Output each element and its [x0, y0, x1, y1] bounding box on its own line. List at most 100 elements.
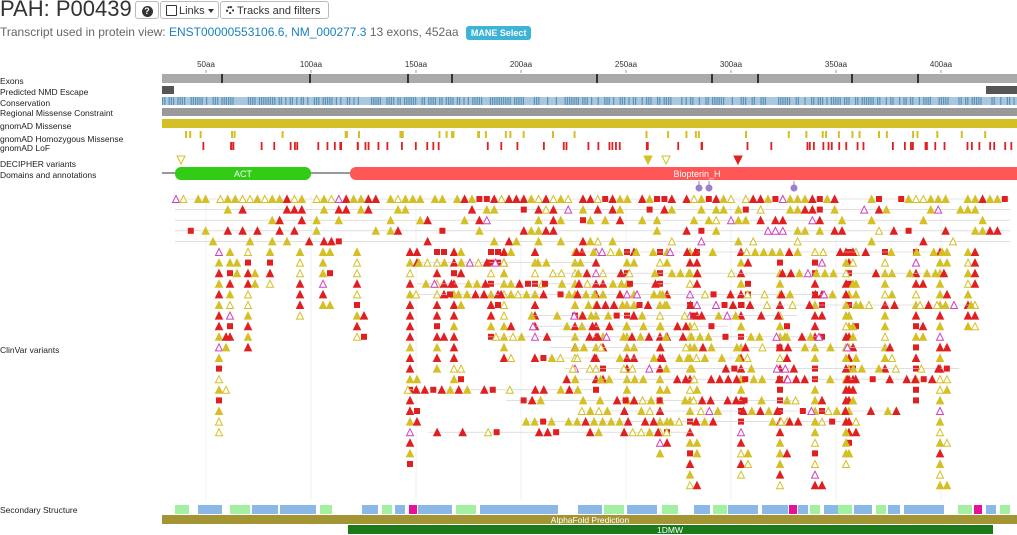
clinvar-vus[interactable]	[489, 236, 499, 246]
secondary-structure-element[interactable]	[888, 505, 900, 514]
clinvar-vus[interactable]	[904, 194, 913, 203]
clinvar-benign[interactable]	[548, 268, 558, 278]
clinvar-pathogenic[interactable]	[692, 279, 702, 288]
clinvar-vus[interactable]	[775, 438, 785, 447]
clinvar-vus[interactable]	[662, 385, 672, 394]
clinvar-pathogenic[interactable]	[627, 332, 637, 341]
clinvar-vus[interactable]	[193, 194, 203, 203]
clinvar-pathogenic[interactable]	[578, 236, 588, 246]
clinvar-truncating[interactable]	[476, 196, 483, 202]
clinvar-vus[interactable]	[848, 332, 858, 341]
secondary-structure-element[interactable]	[409, 505, 417, 514]
clinvar-truncating[interactable]	[741, 397, 748, 404]
clinvar-pathogenic[interactable]	[711, 194, 721, 203]
clinvar-pathogenic[interactable]	[214, 310, 224, 320]
clinvar-magenta[interactable]	[225, 310, 235, 320]
clinvar-pathogenic[interactable]	[941, 226, 950, 235]
clinvar-vus[interactable]	[405, 342, 415, 352]
clinvar-vus[interactable]	[589, 247, 598, 256]
clinvar-benign[interactable]	[681, 342, 691, 352]
clinvar-pathogenic[interactable]	[405, 353, 415, 362]
clinvar-vus[interactable]	[966, 300, 976, 309]
clinvar-vus[interactable]	[826, 342, 835, 352]
clinvar-benign[interactable]	[748, 236, 758, 246]
clinvar-truncating[interactable]	[816, 196, 823, 202]
clinvar-vus[interactable]	[267, 194, 277, 203]
clinvar-magenta[interactable]	[949, 300, 959, 309]
clinvar-vus[interactable]	[775, 459, 785, 468]
clinvar-pathogenic[interactable]	[815, 215, 825, 225]
clinvar-pathogenic[interactable]	[911, 353, 921, 362]
clinvar-vus[interactable]	[800, 194, 810, 203]
clinvar-vus[interactable]	[449, 321, 459, 331]
clinvar-vus[interactable]	[401, 194, 410, 203]
clinvar-vus[interactable]	[734, 353, 744, 362]
clinvar-vus[interactable]	[486, 321, 496, 331]
clinvar-truncating[interactable]	[430, 386, 437, 393]
clinvar-vus[interactable]	[793, 194, 802, 203]
clinvar-pathogenic[interactable]	[534, 427, 544, 437]
clinvar-vus[interactable]	[785, 194, 795, 203]
clinvar-vus[interactable]	[615, 204, 625, 214]
clinvar-benign[interactable]	[942, 374, 952, 384]
clinvar-pathogenic[interactable]	[708, 416, 718, 426]
clinvar-benign[interactable]	[619, 363, 629, 373]
clinvar-pathogenic[interactable]	[608, 194, 617, 203]
clinvar-magenta[interactable]	[911, 257, 921, 267]
clinvar-pathogenic[interactable]	[993, 226, 1002, 235]
clinvar-benign[interactable]	[265, 279, 275, 288]
clinvar-pathogenic[interactable]	[773, 406, 782, 415]
clinvar-pathogenic[interactable]	[275, 226, 284, 235]
clinvar-vus[interactable]	[557, 279, 567, 288]
clinvar-vus[interactable]	[815, 226, 825, 235]
clinvar-vus[interactable]	[667, 268, 677, 278]
clinvar-pathogenic[interactable]	[405, 279, 415, 288]
clinvar-vus[interactable]	[648, 247, 658, 256]
clinvar-pathogenic[interactable]	[978, 194, 987, 203]
clinvar-vus[interactable]	[265, 247, 275, 256]
clinvar-magenta[interactable]	[819, 289, 829, 299]
clinvar-truncating[interactable]	[661, 196, 668, 202]
clinvar-pathogenic[interactable]	[586, 194, 595, 203]
clinvar-vus[interactable]	[534, 226, 543, 235]
clinvar-pathogenic[interactable]	[851, 374, 861, 384]
clinvar-vus[interactable]	[931, 268, 940, 278]
clinvar-vus[interactable]	[905, 268, 915, 278]
clinvar-vus[interactable]	[349, 194, 358, 203]
clinvar-vus[interactable]	[830, 204, 839, 214]
clinvar-vus[interactable]	[282, 236, 292, 246]
clinvar-truncating[interactable]	[540, 355, 547, 361]
clinvar-pathogenic[interactable]	[693, 268, 702, 278]
clinvar-vus[interactable]	[764, 406, 774, 415]
clinvar-pathogenic[interactable]	[775, 427, 785, 437]
clinvar-vus[interactable]	[214, 406, 224, 415]
clinvar-pathogenic[interactable]	[871, 268, 881, 278]
clinvar-truncating[interactable]	[913, 323, 919, 330]
pdb-structure-bar[interactable]	[348, 525, 993, 534]
clinvar-pathogenic[interactable]	[656, 342, 665, 352]
clinvar-pathogenic[interactable]	[830, 226, 839, 235]
clinvar-pathogenic[interactable]	[393, 226, 403, 235]
clinvar-pathogenic[interactable]	[841, 289, 851, 299]
clinvar-pathogenic[interactable]	[527, 395, 537, 405]
clinvar-vus[interactable]	[615, 416, 624, 426]
clinvar-benign[interactable]	[674, 416, 684, 426]
clinvar-magenta[interactable]	[935, 332, 945, 341]
alphafold-bar[interactable]	[162, 515, 1017, 524]
clinvar-vus[interactable]	[707, 342, 716, 352]
clinvar-benign[interactable]	[568, 363, 578, 373]
clinvar-benign[interactable]	[919, 194, 928, 203]
clinvar-benign[interactable]	[935, 469, 945, 479]
clinvar-vus[interactable]	[638, 374, 648, 384]
clinvar-pathogenic[interactable]	[605, 321, 614, 331]
clinvar-vus[interactable]	[935, 257, 945, 267]
clinvar-pathogenic[interactable]	[243, 279, 253, 288]
clinvar-vus[interactable]	[828, 289, 837, 299]
secondary-structure-element[interactable]	[854, 505, 872, 514]
clinvar-vus[interactable]	[963, 194, 973, 203]
clinvar-benign[interactable]	[762, 300, 772, 309]
clinvar-vus[interactable]	[201, 194, 210, 203]
clinvar-truncating[interactable]	[458, 376, 464, 383]
clinvar-pathogenic[interactable]	[678, 332, 688, 341]
clinvar-pathogenic[interactable]	[359, 310, 369, 320]
